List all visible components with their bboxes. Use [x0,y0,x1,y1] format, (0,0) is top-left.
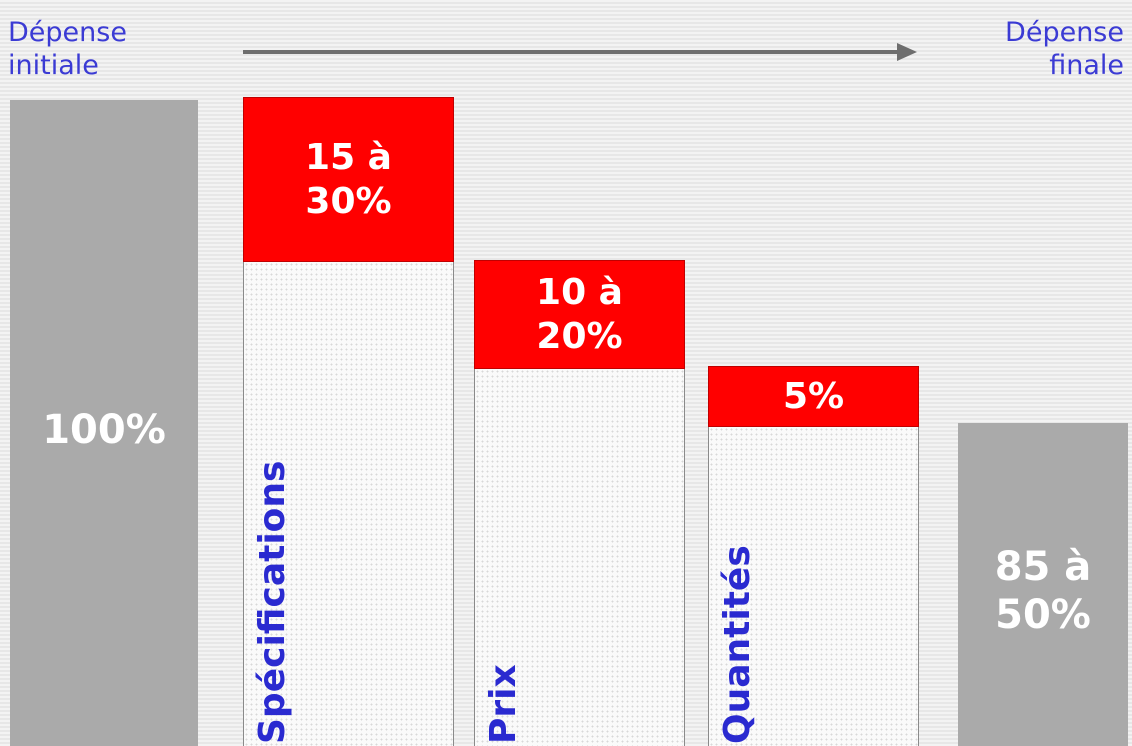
initial-spend-label-line2: initiale [8,50,99,81]
specifications-reduction-value: 15 à 30% [305,136,392,224]
initial-spend-label-line1: Dépense [8,17,127,48]
quantites-reduction-value: 5% [782,375,845,417]
progress-arrow-head-icon [897,43,917,61]
quantites-reduction-bar: 5% [708,366,919,427]
final-spend-label: Dépense finale [1005,16,1124,82]
specifications-column-body [243,262,454,746]
final-total-value-line1: 85 à [994,544,1092,590]
final-total-value-line2: 50% [995,592,1091,638]
prix-reduction-bar: 10 à 20% [474,260,685,369]
initial-total-bar [10,100,198,746]
final-total-value: 85 à 50% [958,543,1128,639]
final-spend-label-line1: Dépense [1005,17,1124,48]
initial-total-value: 100% [42,407,166,453]
prix-reduction-value-line2: 20% [536,315,623,357]
prix-column-body [474,369,685,746]
final-spend-label-line2: finale [1049,50,1124,81]
quantites-category-label: Quantités [717,545,758,744]
prix-category-label: Prix [483,664,524,744]
initial-spend-label: Dépense initiale [8,16,127,82]
specifications-reduction-value-line2: 30% [305,180,392,222]
prix-reduction-value: 10 à 20% [536,271,623,359]
specifications-reduction-bar: 15 à 30% [243,97,454,262]
quantites-column-body [708,427,919,746]
progress-arrow-line [243,50,899,54]
specifications-category-label: Spécifications [252,460,293,744]
prix-reduction-value-line1: 10 à [536,271,623,313]
final-total-bar [958,423,1128,746]
specifications-reduction-value-line1: 15 à [305,136,392,178]
